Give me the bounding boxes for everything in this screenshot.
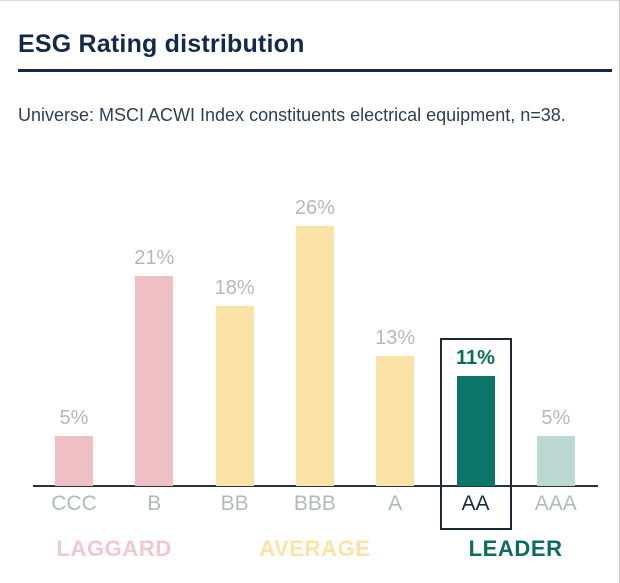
x-axis-line xyxy=(33,485,598,487)
bar-bbb xyxy=(295,226,334,486)
bar-aa xyxy=(456,376,495,486)
category-label-ccc: CCC xyxy=(51,492,97,515)
value-label-a: 13% xyxy=(375,327,416,349)
category-label-bb: BB xyxy=(220,492,249,515)
category-label-bbb: BBB xyxy=(293,492,336,515)
group-label-average: AVERAGE xyxy=(259,536,371,561)
value-label-aa: 11% xyxy=(456,347,495,369)
bar-ccc xyxy=(55,436,93,486)
group-label-leader: LEADER xyxy=(468,536,563,561)
category-label-b: B xyxy=(147,492,162,515)
bar-bb xyxy=(215,306,254,486)
value-label-bbb: 26% xyxy=(294,197,335,219)
title-divider-rule xyxy=(18,69,612,72)
value-label-aaa: 5% xyxy=(541,407,571,429)
value-label-b: 21% xyxy=(134,247,175,269)
category-label-aa: AA xyxy=(461,492,490,515)
category-label-aaa: AAA xyxy=(534,492,577,515)
chart-subtitle: Universe: MSCI ACWI Index constituents e… xyxy=(18,105,566,125)
group-label-laggard: LAGGARD xyxy=(56,536,172,561)
value-label-bb: 18% xyxy=(214,277,255,299)
page-title: ESG Rating distribution xyxy=(18,29,305,58)
highlight-box-aa xyxy=(439,338,512,530)
category-label-a: A xyxy=(388,492,403,515)
bar-a xyxy=(376,356,415,486)
value-label-ccc: 5% xyxy=(59,407,89,429)
bar-b xyxy=(135,276,174,486)
bar-aaa xyxy=(536,436,575,486)
